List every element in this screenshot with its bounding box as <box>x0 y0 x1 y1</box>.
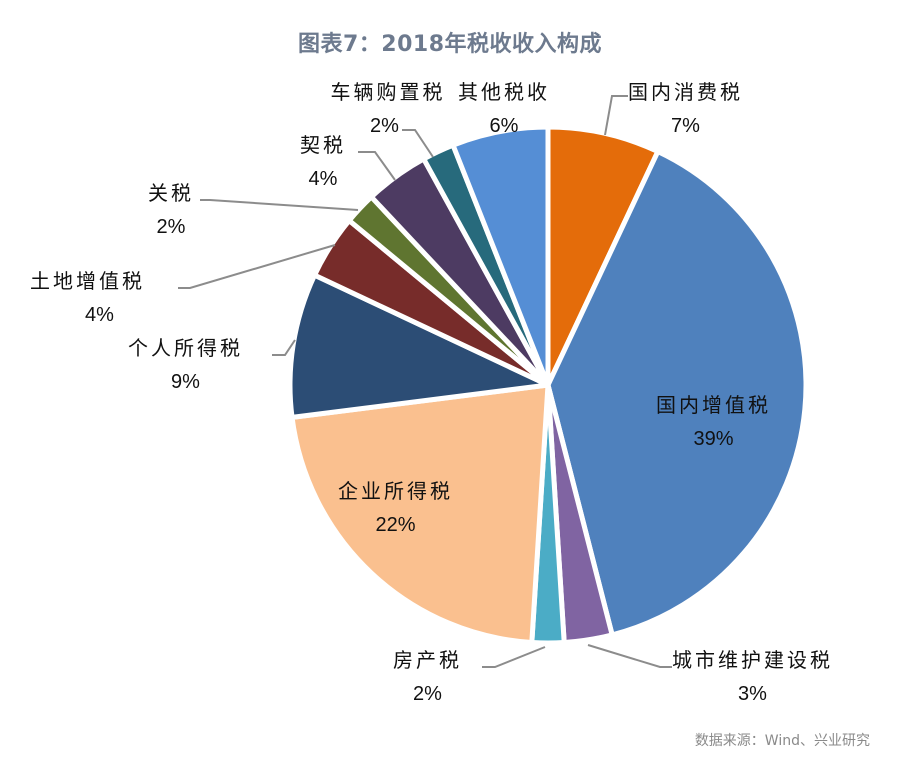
label-name: 土地增值税 <box>30 269 145 293</box>
label-pct: 2% <box>413 683 442 705</box>
leader-line-land <box>178 244 336 289</box>
label-name: 房产税 <box>393 648 462 672</box>
leader-line-consumption <box>604 95 628 136</box>
label-vehicle-tax: 车辆购置税 2% <box>318 75 458 143</box>
leader-line-vehicle <box>402 129 434 158</box>
source-note: 数据来源：Wind、兴业研究 <box>694 733 870 749</box>
pie-slice <box>545 149 809 638</box>
label-name: 个人所得税 <box>128 336 243 360</box>
label-pct: 4% <box>308 168 338 190</box>
label-pct: 39% <box>693 428 734 450</box>
pie-slice <box>450 124 551 388</box>
label-name: 国内增值税 <box>656 393 771 417</box>
leader-lines <box>178 95 672 668</box>
label-name: 企业所得税 <box>338 479 453 503</box>
label-name: 国内消费税 <box>628 80 743 104</box>
label-corporate-income-tax: 企业所得税 22% <box>338 474 453 542</box>
pie-slice <box>287 272 551 420</box>
pie-slice <box>289 382 551 645</box>
label-pct: 7% <box>671 115 700 137</box>
label-vat: 国内增值税 39% <box>656 388 771 456</box>
label-pct: 4% <box>85 304 114 326</box>
label-name: 其他税收 <box>458 80 550 104</box>
label-consumption-tax: 国内消费税 7% <box>628 75 743 143</box>
label-pct: 3% <box>738 683 767 705</box>
leader-line-deed <box>358 151 396 181</box>
label-personal-income-tax: 个人所得税 9% <box>128 331 243 399</box>
leader-line-personal <box>272 339 296 356</box>
label-pct: 6% <box>489 115 519 137</box>
label-deed-tax: 契税 4% <box>300 128 346 196</box>
label-name: 车辆购置税 <box>330 80 446 104</box>
leader-line-property <box>482 646 546 668</box>
label-land-tax: 土地增值税 4% <box>30 264 145 332</box>
label-name: 城市维护建设税 <box>672 648 833 672</box>
label-pct: 22% <box>375 514 416 536</box>
label-tariff: 关税 2% <box>148 176 194 244</box>
label-name: 关税 <box>148 181 194 205</box>
leader-line-tariff <box>200 199 359 211</box>
label-pct: 9% <box>171 371 200 393</box>
label-other-taxes: 其他税收 6% <box>458 75 550 143</box>
label-urban-maintenance-tax: 城市维护建设税 3% <box>672 643 833 711</box>
leader-line-urban <box>587 644 672 668</box>
label-property-tax: 房产税 2% <box>393 643 462 711</box>
label-pct: 2% <box>370 115 399 137</box>
chart-title: 图表7：2018年税收收入构成 <box>297 32 603 57</box>
pie-slices <box>287 124 809 646</box>
label-name: 契税 <box>300 133 346 157</box>
label-pct: 2% <box>156 216 186 238</box>
